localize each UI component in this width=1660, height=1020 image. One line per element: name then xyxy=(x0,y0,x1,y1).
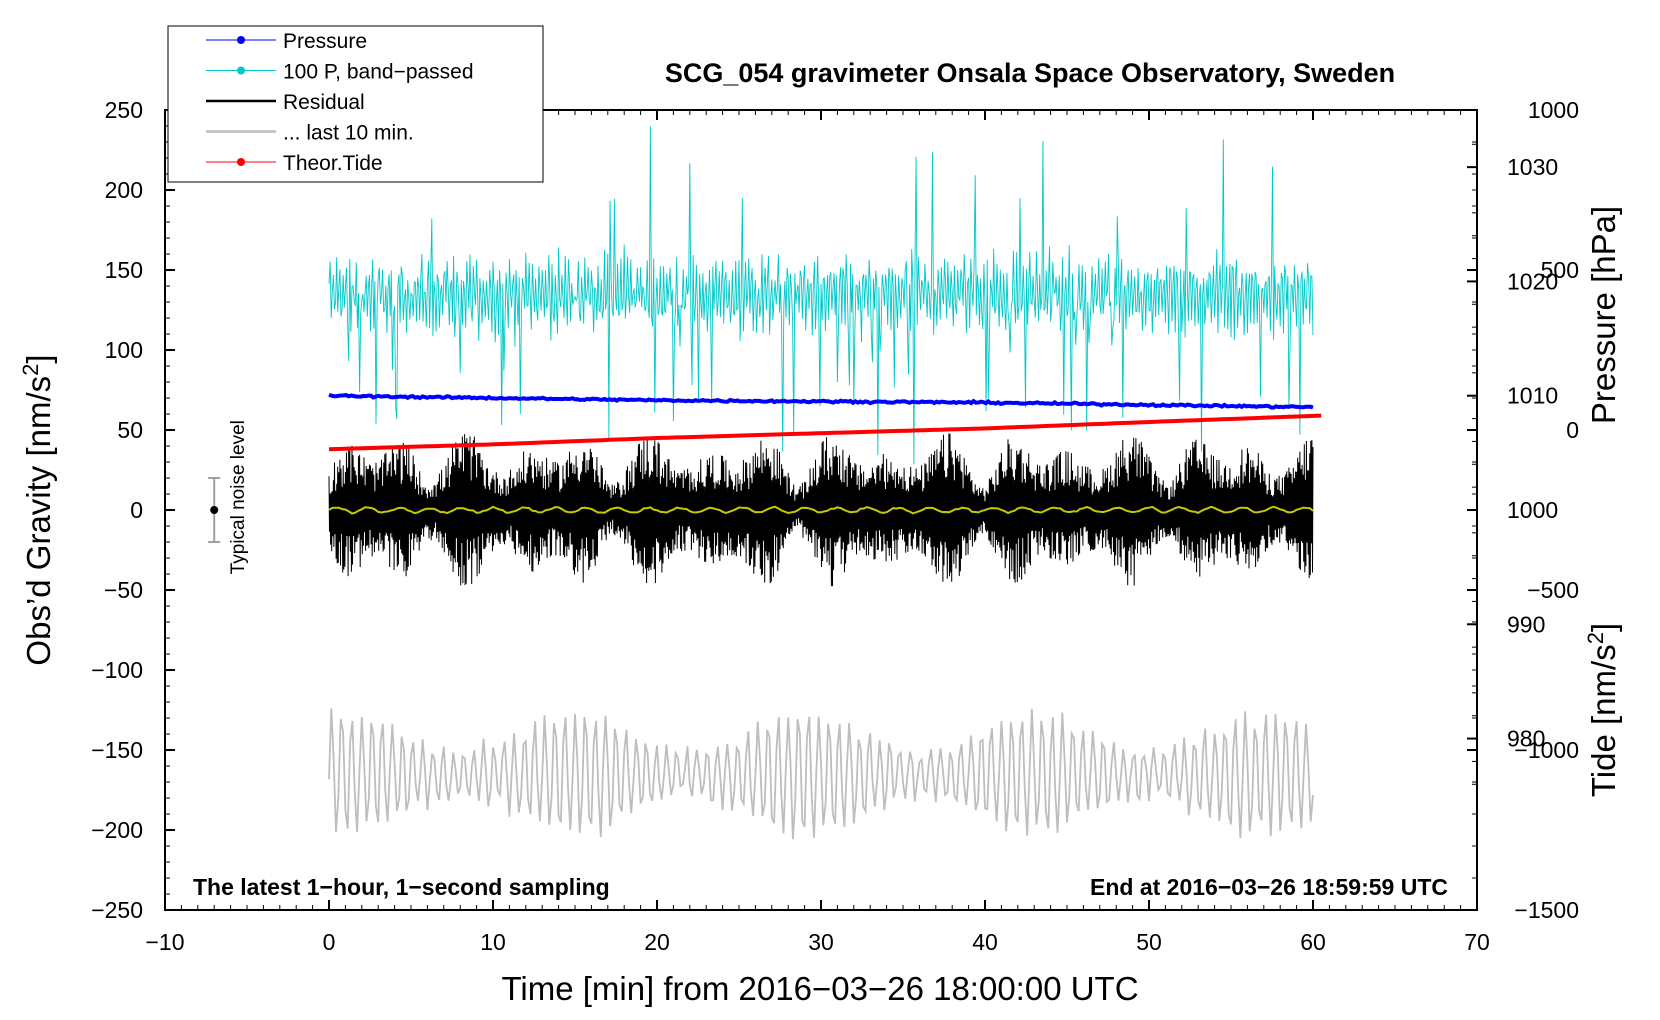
legend: Pressure 100 P, band−passed Residual ... la… xyxy=(167,25,544,183)
annotation-right: End at 2016−03−26 18:59:59 UTC xyxy=(1090,874,1448,900)
legend-marker-0 xyxy=(237,36,245,44)
legend-marker-4 xyxy=(237,158,245,166)
noise-level-indicator: Typical noise level xyxy=(208,420,249,574)
y-tick-label: 200 xyxy=(105,177,143,203)
tide-tick-label: −500 xyxy=(1527,577,1579,603)
x-tick-label: 50 xyxy=(1136,929,1162,955)
y-axis-left-title-end: ] xyxy=(20,354,57,363)
chart-title: SCG_054 gravimeter Onsala Space Observat… xyxy=(665,58,1395,88)
tide-tick-label: −1500 xyxy=(1514,897,1579,923)
y-tick-label: 50 xyxy=(117,417,143,443)
series-last-10-min-line xyxy=(328,708,1314,840)
legend-label-4: Theor.Tide xyxy=(283,152,383,175)
y-tick-label: 150 xyxy=(105,257,143,283)
noise-level-dot xyxy=(210,506,219,514)
x-tick-label: 70 xyxy=(1464,929,1490,955)
legend-label-2: Residual xyxy=(283,91,365,114)
legend-marker-1 xyxy=(237,66,245,75)
series-theoretical-tide-line xyxy=(328,413,1322,452)
tide-tick-label: −1000 xyxy=(1514,737,1579,763)
y-axis-left-title: Obs’d Gravity [nm/s2] xyxy=(18,354,57,665)
y-axis-tide-title: Tide [nm/s2] xyxy=(1583,623,1622,797)
tide-tick-label: 1000 xyxy=(1528,97,1579,123)
pressure-tick-label: 990 xyxy=(1507,611,1545,637)
x-tick-label: 30 xyxy=(808,929,834,955)
x-axis-title: Time [min] from 2016−03−26 18:00:00 UTC xyxy=(501,970,1138,1007)
pressure-tick-label: 980 xyxy=(1507,726,1545,752)
x-tick-label: −10 xyxy=(145,929,184,955)
series-residual-line xyxy=(328,433,1314,587)
y-axis-pressure-title: Pressure [hPa] xyxy=(1585,206,1622,424)
legend-label-3: ... last 10 min. xyxy=(283,122,414,145)
traces-layer xyxy=(328,125,1322,840)
y-tick-label: 100 xyxy=(105,337,143,363)
y-axis-left-title-sup: 2 xyxy=(18,364,43,376)
noise-level-label: Typical noise level xyxy=(228,420,249,574)
y-axis-tide-title-sup: 2 xyxy=(1583,632,1608,644)
y-tick-label: −50 xyxy=(104,577,143,603)
series-residual-smoothed-line xyxy=(328,505,1314,515)
pressure-tick-label: 1030 xyxy=(1507,154,1558,180)
legend-label-0: Pressure xyxy=(283,30,367,53)
pressure-tick-label: 1000 xyxy=(1507,497,1558,523)
annotation-left: The latest 1−hour, 1−second sampling xyxy=(193,874,610,900)
series-bandpassed-pressure-line xyxy=(328,125,1314,465)
x-tick-label: 40 xyxy=(972,929,998,955)
pressure-tick-label: 1020 xyxy=(1507,268,1558,294)
legend-box xyxy=(167,25,544,183)
x-tick-label: 10 xyxy=(480,929,506,955)
y-tick-label: 250 xyxy=(105,97,143,123)
tide-tick-label: 500 xyxy=(1541,257,1579,283)
legend-label-1: 100 P, band−passed xyxy=(283,61,474,84)
x-tick-label: 60 xyxy=(1300,929,1326,955)
y-tick-label: −250 xyxy=(91,897,143,923)
pressure-tick-label: 1010 xyxy=(1507,383,1558,409)
y-axis-tide-title-main: Tide [nm/s xyxy=(1585,644,1622,797)
y-axis-tide-title-end: ] xyxy=(1585,623,1622,632)
y-tick-label: 0 xyxy=(130,497,143,523)
x-tick-label: 0 xyxy=(323,929,336,955)
x-tick-label: 20 xyxy=(644,929,670,955)
series-pressure-line xyxy=(328,392,1314,410)
y-tick-label: −100 xyxy=(91,657,143,683)
y-tick-label: −150 xyxy=(91,737,143,763)
y-tick-label: −200 xyxy=(91,817,143,843)
tide-tick-label: 0 xyxy=(1566,417,1579,443)
y-axis-left-title-main: Obs’d Gravity [nm/s xyxy=(20,376,57,666)
ticks-layer: −10 0 10 20 30 40 50 60 70250200150100500−50−100… xyxy=(91,97,1579,955)
